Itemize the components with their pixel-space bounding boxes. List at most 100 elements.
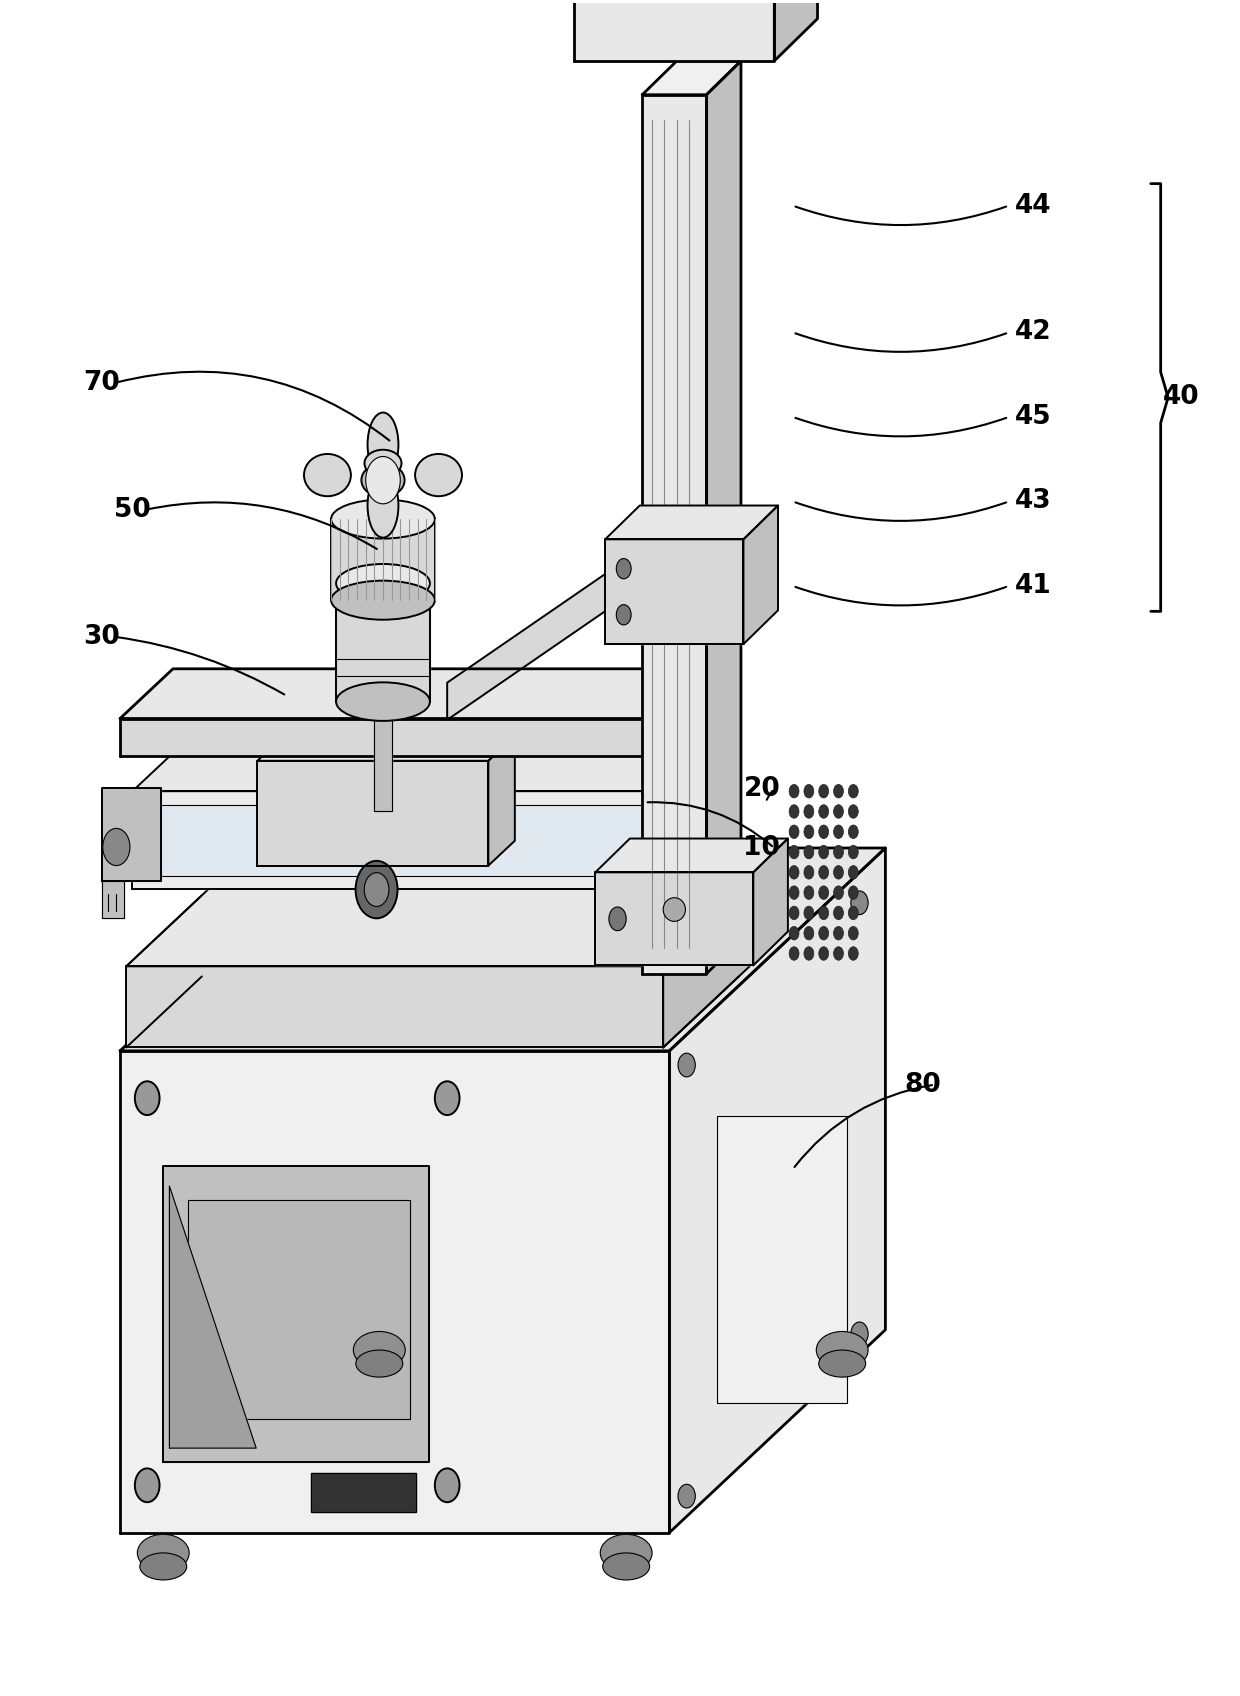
Text: 42: 42 (1016, 319, 1052, 346)
Circle shape (848, 946, 858, 960)
Polygon shape (574, 0, 774, 61)
Polygon shape (102, 789, 161, 880)
Circle shape (833, 885, 843, 899)
Circle shape (818, 885, 828, 899)
Circle shape (789, 885, 799, 899)
Polygon shape (595, 872, 754, 965)
Ellipse shape (361, 463, 404, 497)
Text: 20: 20 (744, 775, 780, 802)
Circle shape (804, 946, 813, 960)
Polygon shape (120, 848, 885, 1052)
Ellipse shape (603, 1554, 650, 1581)
Circle shape (804, 785, 813, 797)
Polygon shape (642, 61, 742, 95)
Circle shape (848, 804, 858, 817)
Ellipse shape (818, 1350, 866, 1377)
Circle shape (818, 865, 828, 879)
Text: 45: 45 (1016, 404, 1052, 431)
Text: 50: 50 (114, 497, 150, 522)
Polygon shape (595, 838, 787, 872)
Circle shape (789, 804, 799, 817)
Circle shape (833, 926, 843, 940)
Text: 41: 41 (1016, 573, 1052, 599)
Ellipse shape (367, 412, 398, 477)
Polygon shape (170, 1186, 257, 1448)
Polygon shape (126, 967, 663, 1048)
Polygon shape (707, 61, 742, 974)
Ellipse shape (353, 1331, 405, 1369)
Ellipse shape (367, 473, 398, 538)
Circle shape (804, 865, 813, 879)
Circle shape (848, 785, 858, 797)
Polygon shape (126, 885, 750, 967)
Circle shape (804, 926, 813, 940)
Ellipse shape (816, 1331, 868, 1369)
Polygon shape (605, 539, 744, 644)
Circle shape (789, 926, 799, 940)
Circle shape (804, 824, 813, 838)
Ellipse shape (331, 580, 435, 619)
Polygon shape (642, 95, 707, 974)
Polygon shape (331, 519, 435, 600)
Circle shape (818, 785, 828, 797)
Circle shape (833, 785, 843, 797)
Ellipse shape (304, 455, 351, 497)
Ellipse shape (336, 565, 430, 602)
Polygon shape (448, 570, 611, 719)
Circle shape (848, 824, 858, 838)
Ellipse shape (365, 449, 402, 477)
Polygon shape (744, 505, 777, 644)
Polygon shape (102, 880, 124, 918)
Circle shape (366, 456, 401, 504)
Circle shape (103, 828, 130, 865)
Circle shape (356, 862, 398, 918)
Circle shape (818, 946, 828, 960)
Ellipse shape (140, 1554, 187, 1581)
Circle shape (833, 804, 843, 817)
Text: 70: 70 (83, 370, 120, 397)
Circle shape (804, 906, 813, 919)
Polygon shape (670, 668, 723, 756)
Circle shape (848, 865, 858, 879)
Polygon shape (663, 721, 739, 889)
Circle shape (678, 1053, 696, 1077)
Circle shape (804, 804, 813, 817)
Circle shape (789, 785, 799, 797)
Circle shape (789, 946, 799, 960)
Circle shape (435, 1082, 460, 1114)
Text: 10: 10 (744, 834, 780, 862)
Circle shape (833, 865, 843, 879)
Circle shape (135, 1082, 160, 1114)
Circle shape (678, 1484, 696, 1508)
Circle shape (848, 845, 858, 858)
Circle shape (365, 873, 389, 906)
Circle shape (435, 1469, 460, 1503)
Circle shape (848, 885, 858, 899)
Circle shape (804, 885, 813, 899)
Polygon shape (311, 1474, 417, 1513)
Text: 44: 44 (1016, 193, 1052, 219)
Circle shape (818, 926, 828, 940)
Polygon shape (489, 736, 515, 865)
Circle shape (851, 1321, 868, 1345)
Polygon shape (120, 1052, 670, 1533)
Polygon shape (670, 848, 885, 1533)
Circle shape (609, 907, 626, 931)
Circle shape (818, 845, 828, 858)
Circle shape (833, 906, 843, 919)
Polygon shape (202, 895, 739, 977)
Text: 40: 40 (1163, 383, 1200, 410)
Circle shape (789, 824, 799, 838)
Polygon shape (336, 583, 430, 702)
Polygon shape (120, 668, 723, 719)
Polygon shape (164, 1165, 429, 1462)
Polygon shape (605, 505, 777, 539)
Polygon shape (120, 719, 670, 756)
Text: 43: 43 (1016, 488, 1052, 514)
Polygon shape (774, 0, 817, 61)
Polygon shape (663, 885, 750, 1048)
Circle shape (804, 845, 813, 858)
Ellipse shape (331, 500, 435, 539)
Ellipse shape (336, 682, 430, 721)
Polygon shape (717, 1116, 847, 1404)
